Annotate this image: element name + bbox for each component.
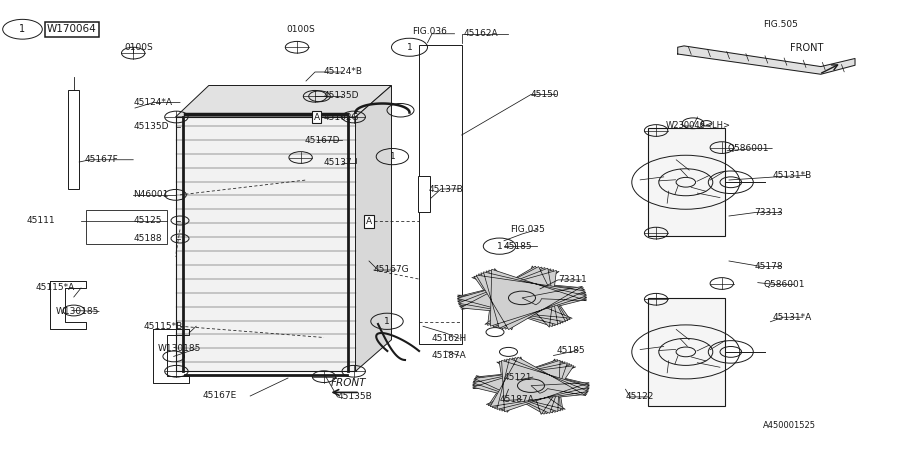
Text: 1: 1 bbox=[384, 317, 390, 326]
Polygon shape bbox=[176, 86, 392, 117]
Text: Q586001: Q586001 bbox=[763, 280, 805, 289]
Text: 45115*B: 45115*B bbox=[144, 322, 184, 331]
Text: 45115*A: 45115*A bbox=[36, 284, 76, 292]
Polygon shape bbox=[472, 360, 574, 414]
Text: 45124*B: 45124*B bbox=[324, 68, 363, 76]
Text: FIG.036: FIG.036 bbox=[412, 27, 447, 36]
Bar bbox=[418, 176, 430, 211]
Text: 45125: 45125 bbox=[133, 216, 162, 225]
Text: 45135D: 45135D bbox=[133, 122, 168, 131]
Bar bbox=[68, 90, 79, 189]
Text: 1: 1 bbox=[497, 242, 502, 251]
Text: 0100S: 0100S bbox=[286, 25, 315, 34]
Polygon shape bbox=[472, 269, 587, 329]
Text: 45162H: 45162H bbox=[432, 334, 467, 343]
Text: 45167G: 45167G bbox=[374, 266, 410, 274]
Text: 73311: 73311 bbox=[558, 275, 587, 284]
Text: 45188: 45188 bbox=[133, 234, 162, 243]
Text: 45178: 45178 bbox=[754, 262, 783, 271]
Text: 45131*A: 45131*A bbox=[772, 313, 812, 322]
Polygon shape bbox=[486, 357, 590, 412]
Bar bbox=[418, 45, 462, 344]
Bar bbox=[86, 210, 166, 244]
Polygon shape bbox=[176, 117, 356, 371]
Text: FIG.505: FIG.505 bbox=[763, 20, 798, 29]
Text: 45167F: 45167F bbox=[85, 155, 119, 164]
Text: W170064: W170064 bbox=[47, 24, 96, 34]
Polygon shape bbox=[473, 270, 587, 330]
Polygon shape bbox=[476, 269, 587, 329]
Polygon shape bbox=[488, 357, 590, 411]
Polygon shape bbox=[356, 86, 392, 371]
Polygon shape bbox=[457, 266, 571, 326]
Text: 45131*B: 45131*B bbox=[772, 171, 812, 180]
Text: 45137: 45137 bbox=[324, 158, 353, 167]
Text: 45187A: 45187A bbox=[500, 395, 535, 404]
Text: 45162G: 45162G bbox=[324, 112, 359, 122]
Text: 45124*A: 45124*A bbox=[133, 98, 172, 107]
Text: 45185: 45185 bbox=[504, 242, 533, 251]
Text: 45185: 45185 bbox=[556, 346, 585, 355]
Text: 1: 1 bbox=[390, 152, 395, 161]
Text: 1: 1 bbox=[20, 24, 25, 34]
Text: Q586001: Q586001 bbox=[727, 144, 769, 153]
Text: W130185: W130185 bbox=[56, 307, 99, 316]
Text: 73313: 73313 bbox=[754, 208, 783, 217]
Text: 45111: 45111 bbox=[27, 216, 56, 225]
Text: FIG.035: FIG.035 bbox=[510, 225, 545, 234]
Text: FRONT: FRONT bbox=[331, 378, 366, 388]
Text: 45167E: 45167E bbox=[202, 392, 237, 400]
Polygon shape bbox=[472, 360, 572, 414]
Polygon shape bbox=[457, 266, 572, 327]
Polygon shape bbox=[472, 359, 576, 414]
Text: W230046<LH>: W230046<LH> bbox=[666, 122, 731, 130]
Text: A450001525: A450001525 bbox=[763, 421, 816, 430]
Bar bbox=[648, 128, 725, 236]
Text: 45121: 45121 bbox=[504, 373, 533, 382]
Text: 1: 1 bbox=[407, 43, 412, 52]
Text: 45122: 45122 bbox=[626, 392, 654, 401]
Text: A: A bbox=[314, 112, 319, 122]
Text: 45135B: 45135B bbox=[338, 392, 373, 401]
Text: 45137B: 45137B bbox=[428, 184, 464, 194]
Polygon shape bbox=[678, 46, 855, 74]
Text: 45135D: 45135D bbox=[324, 91, 359, 100]
Polygon shape bbox=[491, 357, 590, 412]
Text: N46001: N46001 bbox=[133, 190, 168, 199]
Text: A: A bbox=[366, 217, 372, 226]
Text: W130185: W130185 bbox=[158, 344, 201, 353]
Text: 45150: 45150 bbox=[531, 90, 560, 99]
Text: 45187A: 45187A bbox=[432, 351, 467, 360]
Text: 0100S: 0100S bbox=[124, 43, 153, 52]
Bar bbox=[648, 298, 725, 406]
Text: 45162A: 45162A bbox=[464, 29, 498, 38]
Text: 45167D: 45167D bbox=[304, 136, 339, 145]
Polygon shape bbox=[457, 266, 568, 327]
Text: FRONT: FRONT bbox=[790, 43, 824, 53]
